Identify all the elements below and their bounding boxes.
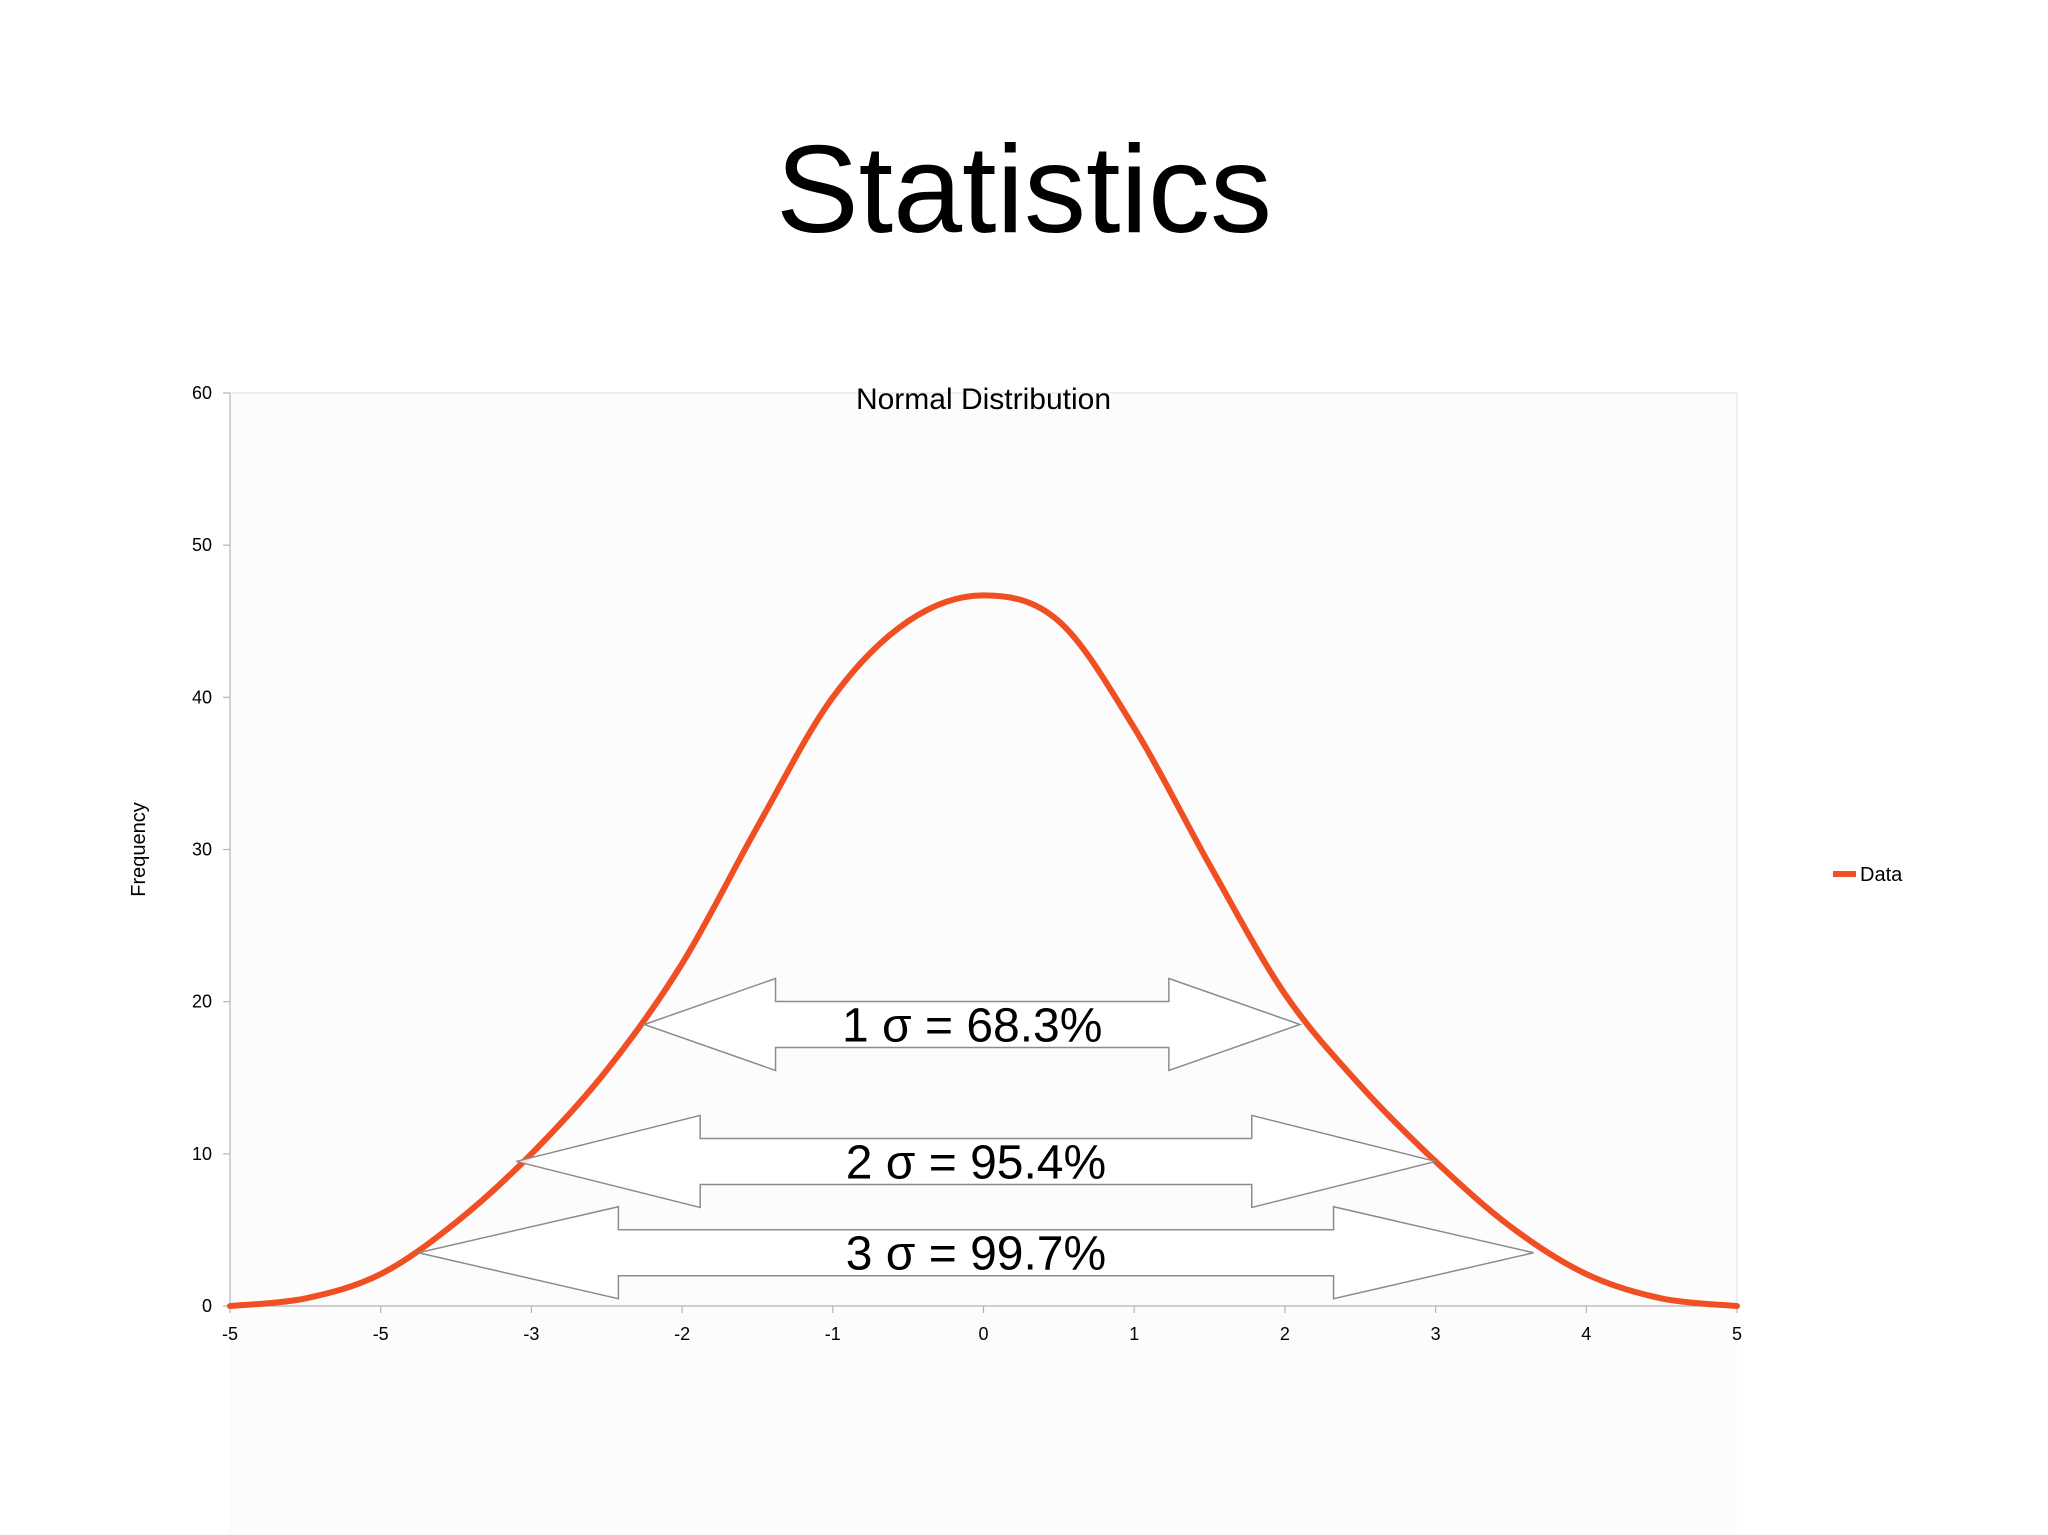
y-tick-label: 40 [192, 687, 212, 707]
sigma-label-2: 2 σ = 95.4% [846, 1136, 1106, 1189]
chart-legend: Data [1833, 864, 1903, 886]
slide-title: Statistics [775, 121, 1273, 259]
y-tick-label: 20 [192, 992, 212, 1012]
plot-area [229, 392, 1738, 1535]
chart-title: Normal Distribution [856, 383, 1111, 416]
y-axis-label: Frequency [128, 802, 150, 897]
sigma-arrow-2 [516, 1114, 1436, 1209]
x-tick-label: 1 [1129, 1324, 1139, 1344]
sigma-arrow-1 [642, 977, 1303, 1072]
legend-label: Data [1860, 864, 1903, 886]
x-tick-label: 4 [1581, 1324, 1591, 1344]
sigma-arrow-3 [418, 1205, 1534, 1300]
x-tick-label: 5 [1732, 1324, 1742, 1344]
data-series [227, 592, 1740, 1309]
x-tick-label: -2 [674, 1324, 690, 1344]
sigma-label-1: 1 σ = 68.3% [842, 999, 1102, 1052]
x-tick-label: 2 [1280, 1324, 1290, 1344]
series-line-data [227, 592, 1740, 1309]
sigma-annotations: 1 σ = 68.3% 2 σ = 95.4% 3 σ = 99.7% [418, 977, 1534, 1300]
x-tick-label: 3 [1431, 1324, 1441, 1344]
y-tick-label: 10 [192, 1144, 212, 1164]
y-tick-label: 60 [192, 383, 212, 403]
y-tick-label: 30 [192, 840, 212, 860]
x-tick-label: -1 [825, 1324, 841, 1344]
y-tick-label: 50 [192, 535, 212, 555]
x-tick-label: -5 [222, 1324, 238, 1344]
plot-lower-shading [230, 1306, 1737, 1535]
y-tick-label: 0 [202, 1296, 212, 1316]
x-tick-label: -3 [523, 1324, 539, 1344]
x-tick-label: -5 [373, 1324, 389, 1344]
x-tick-label: 0 [978, 1324, 988, 1344]
y-axis-ticks: 0 10 20 30 40 50 60 [192, 383, 230, 1316]
sigma-label-3: 3 σ = 99.7% [846, 1228, 1106, 1281]
